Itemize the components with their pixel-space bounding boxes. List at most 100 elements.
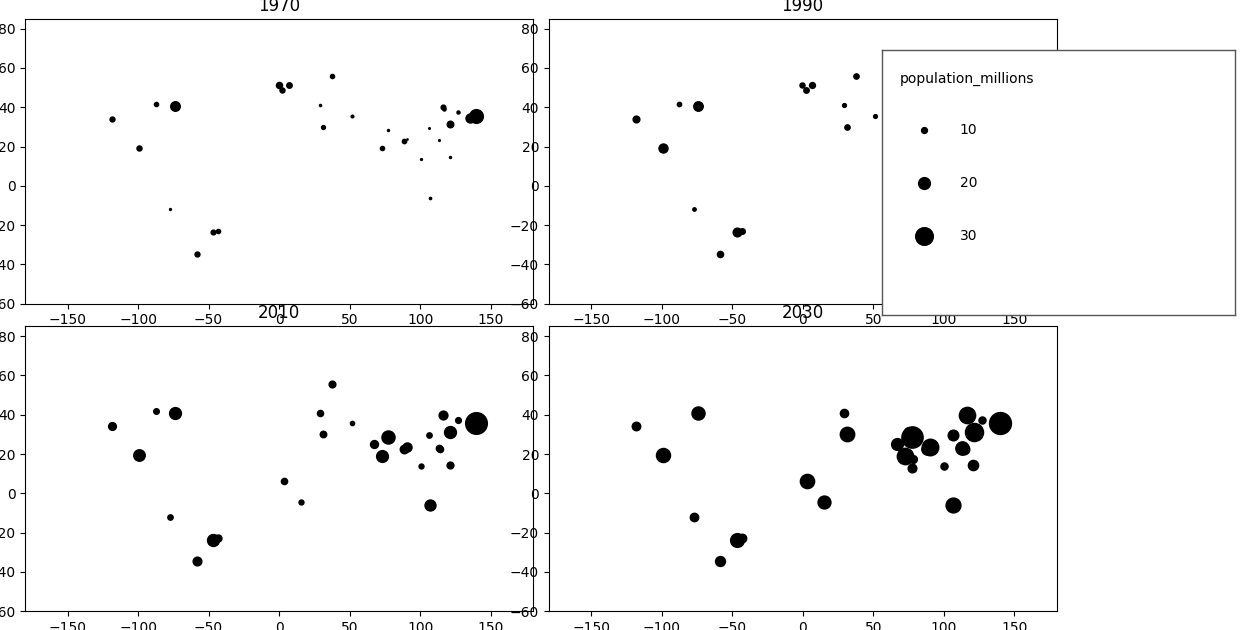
Point [323,71,343,81]
Point [420,430,440,440]
Point [796,85,816,95]
Point [944,500,964,510]
Point [971,415,992,425]
Point [953,443,973,453]
Point [711,556,731,566]
Point [378,432,398,442]
Point [102,114,122,124]
Point [160,512,180,522]
Point [915,178,935,188]
Point [433,410,454,420]
Point [897,427,917,437]
Point [989,418,1009,428]
Point [902,463,922,473]
Point [428,443,449,453]
Text: 20: 20 [960,176,976,190]
Point [711,249,731,259]
Point [896,451,916,461]
Point [460,113,480,123]
Point [917,444,937,454]
Point [903,454,924,464]
Point [653,142,673,152]
Point [958,104,978,114]
Point [441,120,461,130]
Point [803,80,823,90]
Point [963,152,983,162]
Point [186,556,207,566]
Point [653,450,673,460]
Point [920,134,940,144]
Point [165,101,185,111]
Title: 1970: 1970 [258,0,300,14]
Point [460,420,480,430]
Point [866,111,886,121]
Point [312,429,333,439]
Point [887,132,907,142]
Point [688,101,708,111]
Point [944,193,964,203]
Text: 30: 30 [960,229,976,243]
Point [887,440,907,450]
Point [953,135,973,146]
Point [378,125,398,135]
Point [186,249,207,259]
Point [834,100,854,110]
Point [915,125,935,135]
Point [310,408,330,418]
Point [435,104,455,114]
Point [165,408,185,418]
Point [397,442,417,452]
Point [798,476,818,486]
Point [626,421,646,432]
Point [963,459,983,469]
Point [291,496,311,507]
Point [935,154,955,164]
Point [428,135,449,146]
Point [420,123,440,133]
Point [669,98,689,108]
Point [837,122,857,132]
Text: population_millions: population_millions [900,72,1034,86]
Point [901,432,921,442]
Point [440,459,460,469]
Point [102,421,122,432]
Point [273,476,294,486]
Point [364,440,384,450]
Point [145,406,165,416]
Point [323,379,343,389]
Point [372,451,392,461]
Point [341,111,362,121]
Point [397,134,417,144]
Point [466,111,486,121]
Point [312,122,333,132]
Title: 2030: 2030 [781,304,824,322]
Point [130,450,150,460]
Point [440,152,460,162]
Point [272,85,292,95]
Point [915,231,935,241]
Point [964,120,984,130]
Point [837,429,857,439]
Point [310,100,330,110]
Title: 2010: 2010 [258,304,300,322]
Point [449,415,469,425]
Point [341,418,362,428]
Point [268,79,289,89]
Point [420,500,440,510]
Point [203,227,223,237]
Point [727,534,747,544]
Point [393,137,413,147]
Point [449,107,469,117]
Point [971,107,992,117]
Point [956,410,976,420]
Point [989,111,1009,121]
Point [688,408,708,418]
Point [684,512,704,522]
Point [964,427,984,437]
Point [208,533,228,543]
Point [372,143,392,153]
Point [814,496,834,507]
Point [278,80,299,90]
Point [901,125,921,135]
Point [411,154,431,164]
